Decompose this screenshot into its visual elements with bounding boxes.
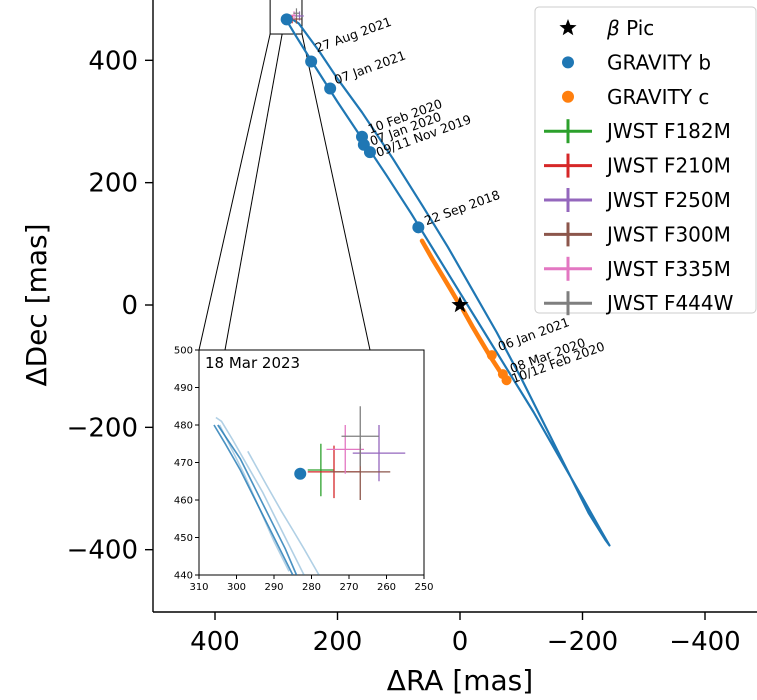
inset-x-tick-label-2: 290: [264, 582, 283, 593]
inset-orbit-branch-2: [215, 416, 305, 575]
y-tick-label-1: 200: [88, 169, 138, 199]
legend-frame: [534, 6, 757, 314]
main-axes: 400 200 0 −200 −400 400 200 0 −200 −400: [67, 0, 757, 657]
y-tick-label-4: −400: [67, 536, 138, 566]
zoom-connector-mid: [224, 33, 283, 351]
zoom-connector-left: [198, 33, 271, 351]
inset-x-tick-label-1: 300: [227, 582, 246, 593]
legend-label-5: JWST F250M: [605, 188, 731, 212]
legend-label-2: GRAVITY c: [607, 85, 709, 109]
inset-orbit-core-0: [217, 424, 298, 575]
x-tick-label-2: 0: [452, 627, 469, 657]
inset-y-tick-label-5: 490: [174, 383, 193, 394]
inset-title: 18 Mar 2023: [205, 354, 300, 372]
gravity-b-point-5: [363, 146, 376, 159]
zoom-connector-right: [301, 33, 371, 351]
x-tick-label-4: −400: [669, 627, 740, 657]
inset-orbit-far-branch: [247, 450, 320, 575]
planet-c-arc-0: [419, 238, 460, 303]
gravity-b-point-2: [324, 82, 337, 95]
legend-label-7: JWST F335M: [605, 257, 731, 281]
gravity-c-point-2: [501, 375, 512, 386]
inset-gravity-b-point: [294, 467, 307, 480]
gravity-b-point-0: [280, 13, 293, 26]
legend-label-3: JWST F182M: [605, 119, 731, 143]
legend-marker-0: [559, 19, 577, 36]
legend-label-0: β Pic: [606, 16, 654, 40]
inset-x-tick-label-0: 310: [189, 582, 208, 593]
gravity-c-point-0: [486, 350, 497, 361]
beta-pic-star: [451, 296, 469, 313]
legend-marker-2: [562, 90, 574, 103]
inset-y-tick-label-2: 460: [174, 496, 193, 507]
legend-label-6: JWST F300M: [605, 222, 731, 246]
gravity-b-point-1: [305, 55, 318, 68]
legend-label-1: GRAVITY b: [607, 50, 711, 74]
x-tick-label-3: −200: [547, 627, 618, 657]
x-tick-label-0: 400: [190, 627, 240, 657]
inset-y-tick-label-3: 470: [174, 458, 193, 469]
y-tick-label-2: 0: [121, 291, 138, 321]
orbit-lines: [284, 14, 611, 547]
legend-label-symbol: β: [606, 16, 620, 40]
legend-label-8: JWST F444W: [605, 291, 734, 315]
inset-orbit-core-1: [213, 424, 294, 575]
y-tick-label-3: −200: [67, 413, 138, 443]
inset-y-tick-label-0: 440: [174, 571, 193, 582]
legend-label-4: JWST F210M: [605, 154, 731, 178]
legend-label-text: Pic: [620, 16, 655, 40]
inset-zoom-connectors: [198, 0, 371, 351]
legend-marker-1: [562, 56, 574, 69]
legend: β Pic GRAVITY b GRAVITY c JWST F182M JWST F2…: [534, 6, 757, 316]
inset-y-tick-label-1: 450: [174, 533, 193, 544]
inset-x-tick-label-6: 250: [414, 582, 433, 593]
inset-x-tick-label-4: 270: [339, 582, 358, 593]
gravity-b-point-6: [412, 221, 425, 234]
inset-y-tick-label-4: 480: [174, 421, 193, 432]
inset-x-tick-label-5: 260: [377, 582, 396, 593]
beta-pic-star-marker: [451, 296, 469, 313]
inset-plot: 18 Mar 2023 310 300 290 280 270 260 250 440 450 46…: [174, 346, 434, 594]
zoom-box: [269, 0, 303, 35]
gravity-b-points: [280, 13, 425, 234]
y-tick-label-0: 400: [88, 46, 138, 76]
x-axis-label: ΔRA [mas]: [387, 664, 533, 697]
gravity-c-points: [486, 350, 512, 386]
inset-frame: [198, 349, 425, 576]
inset-x-tick-label-3: 280: [302, 582, 321, 593]
orbit-line-0: [284, 14, 611, 547]
x-tick-label-1: 200: [313, 627, 363, 657]
inset-y-tick-label-6: 500: [174, 346, 193, 357]
inset-plot-area: [213, 406, 406, 575]
y-axis-label: ΔDec [mas]: [20, 223, 53, 386]
